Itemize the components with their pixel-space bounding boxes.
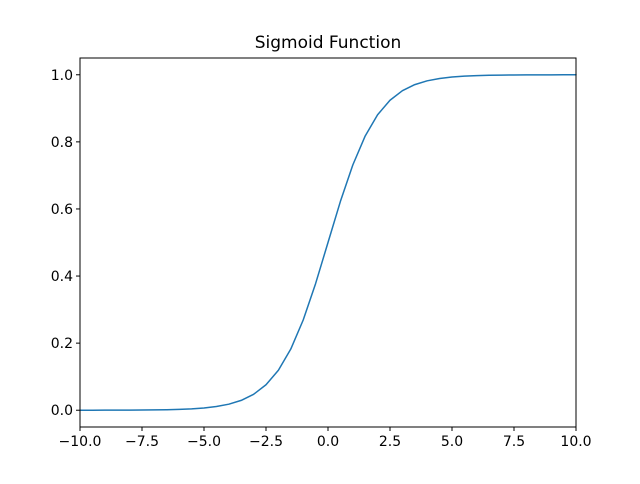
y-axis-ticks: 0.0 0.2 0.4 0.6 0.8 1.0 [51,68,80,419]
x-tick-label: 7.5 [503,434,525,450]
x-tick-label: −7.5 [125,434,159,450]
y-tick-label: 0.4 [51,269,73,285]
y-tick-label: 1.0 [51,68,73,84]
x-tick-label: −10.0 [59,434,102,450]
y-tick-label: 0.2 [51,336,73,352]
x-axis-ticks: −10.0 −7.5 −5.0 −2.5 0.0 2.5 5.0 7.5 10.0 [59,427,592,450]
x-tick-label: −5.0 [187,434,221,450]
sigmoid-curve [79,74,577,411]
x-tick-label: 0.0 [317,434,339,450]
x-tick-label: 10.0 [560,434,591,450]
x-tick-label: 5.0 [441,434,463,450]
y-tick-label: 0.8 [51,135,73,151]
x-tick-label: −2.5 [249,434,283,450]
y-tick-label: 0.6 [51,202,73,218]
y-tick-label: 0.0 [51,403,73,419]
chart-title: Sigmoid Function [255,33,402,53]
x-tick-label: 2.5 [379,434,401,450]
